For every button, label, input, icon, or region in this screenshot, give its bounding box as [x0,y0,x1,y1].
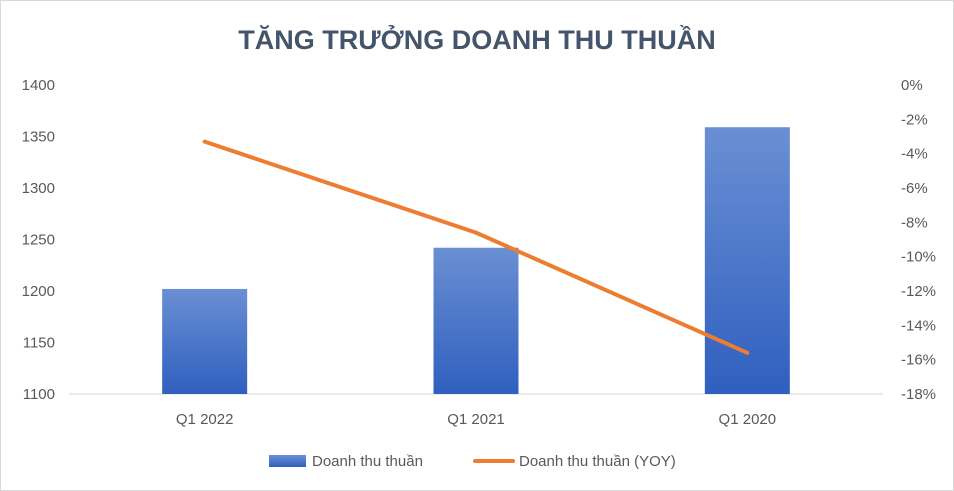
right-tick-label: -2% [901,111,928,128]
right-tick-label: -16% [901,352,936,369]
right-axis: 0% -2% -4% -6% -8% -10% -12% -14% -16% -18% [901,77,936,403]
left-tick-label: 1400 [22,77,55,94]
right-tick-label: -12% [901,283,936,300]
x-tick-label: Q1 2020 [719,411,777,428]
legend-label-line: Doanh thu thuần (YOY) [519,453,676,470]
right-tick-label: -14% [901,317,936,334]
left-tick-label: 1350 [22,129,55,146]
x-axis: Q1 2022 Q1 2021 Q1 2020 [176,411,776,428]
chart-title: TĂNG TRƯỞNG DOANH THU THUẦN [238,23,715,55]
left-tick-label: 1250 [22,232,55,249]
right-tick-label: -4% [901,146,928,163]
legend: Doanh thu thuần Doanh thu thuần (YOY) [269,453,676,470]
bar-series [162,127,790,394]
left-tick-label: 1200 [22,283,55,300]
legend-label-bar: Doanh thu thuần [312,453,423,470]
yoy-line [202,139,750,355]
left-tick-label: 1300 [22,180,55,197]
bar [433,247,519,394]
x-tick-label: Q1 2021 [447,411,505,428]
right-tick-label: 0% [901,77,923,94]
bar [162,288,248,394]
right-tick-label: -18% [901,386,936,403]
left-axis: 1400 1350 1300 1250 1200 1150 1100 [22,77,55,403]
right-tick-label: -6% [901,180,928,197]
line-series [202,139,750,355]
left-tick-label: 1100 [23,386,55,403]
left-tick-label: 1150 [23,335,55,352]
right-tick-label: -8% [901,214,928,231]
legend-swatch-bar [269,455,306,467]
bar [704,127,790,394]
right-tick-label: -10% [901,249,936,266]
x-tick-label: Q1 2022 [176,411,234,428]
